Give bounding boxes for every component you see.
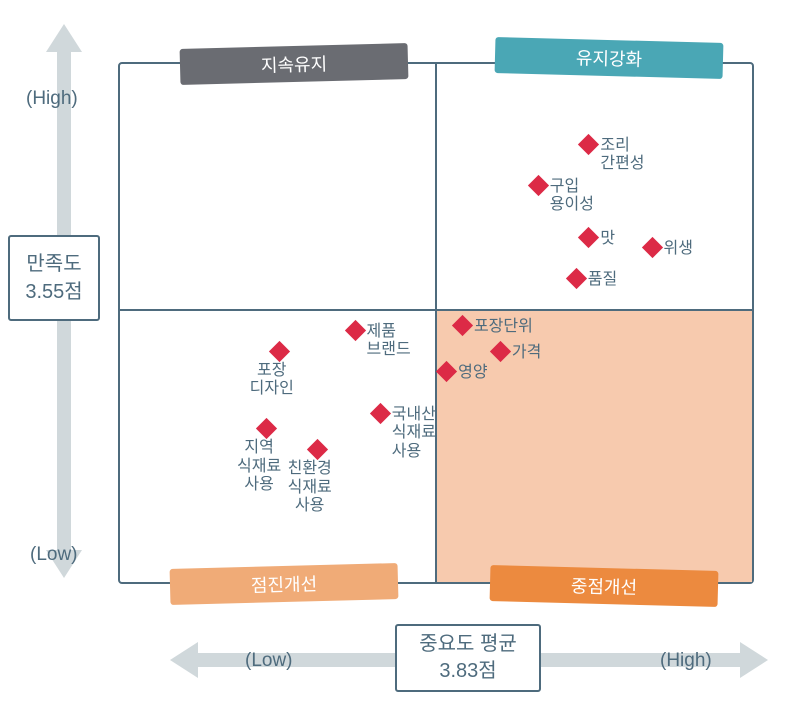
vertical-divider (435, 64, 437, 582)
point-packaging-design: 포장 디자인 (272, 344, 287, 359)
point-label: 지역 식재료 사용 (237, 439, 281, 494)
point-local-ingredients: 지역 식재료 사용 (259, 421, 274, 436)
diamond-marker-icon (306, 439, 327, 460)
x-low-label: (Low) (245, 650, 293, 672)
x-axis-label-box: 중요도 평균 3.83점 (395, 624, 541, 692)
quadrant-tab-q2: 지속유지 (180, 43, 409, 85)
point-label: 구입 용이성 (550, 178, 594, 215)
diamond-marker-icon (269, 341, 290, 362)
quadrant-label: 유지강화 (576, 44, 643, 72)
point-label: 맛 (600, 230, 615, 248)
point-label: 포장 디자인 (250, 362, 294, 399)
point-cooking-convenience: 조리 간편성 (581, 137, 644, 174)
diamond-marker-icon (641, 237, 662, 258)
point-label: 제품 브랜드 (367, 323, 411, 360)
x-axis-title: 중요도 평균 (419, 631, 517, 658)
diamond-marker-icon (256, 418, 277, 439)
point-label: 조리 간편성 (600, 137, 644, 174)
point-domestic-ingredients: 국내산 식재료 사용 (373, 406, 436, 461)
quadrant-4-fill (436, 310, 752, 582)
point-purchase-ease: 구입 용이성 (531, 178, 594, 215)
diamond-marker-icon (578, 133, 599, 154)
diamond-marker-icon (370, 403, 391, 424)
y-axis-label-box: 만족도 3.55점 (8, 235, 100, 321)
diamond-marker-icon (578, 227, 599, 248)
point-label: 위생 (664, 240, 693, 258)
quadrant-label: 지속유지 (261, 50, 328, 78)
point-label: 친환경 식재료 사용 (288, 460, 332, 515)
y-axis-title: 만족도 (26, 250, 81, 278)
point-hygiene: 위생 (645, 240, 693, 258)
point-label: 품질 (588, 271, 617, 289)
plot-area: 조리 간편성구입 용이성맛위생품질포장단위제품 브랜드포장 디자인가격영양국내산… (118, 62, 754, 584)
horizontal-divider (120, 309, 752, 311)
y-low-label: (Low) (30, 544, 78, 566)
point-eco-ingredients: 친환경 식재료 사용 (310, 442, 325, 457)
point-label: 국내산 식재료 사용 (392, 406, 436, 461)
quadrant-tab-q3: 점진개선 (170, 563, 399, 605)
point-product-brand: 제품 브랜드 (348, 323, 411, 360)
quadrant-label: 중점개선 (571, 572, 638, 600)
quadrant-chart: (High) (Low) (Low) (High) 만족도 3.55점 중요도 … (0, 0, 800, 706)
diamond-marker-icon (344, 320, 365, 341)
diamond-marker-icon (566, 268, 587, 289)
y-high-label: (High) (26, 88, 78, 110)
arrow-right-icon (740, 642, 768, 678)
y-axis-value: 3.55점 (25, 278, 82, 306)
diamond-marker-icon (528, 175, 549, 196)
quadrant-label: 점진개선 (251, 570, 318, 598)
point-taste: 맛 (581, 230, 615, 248)
quadrant-tab-q4: 중점개선 (490, 565, 719, 607)
quadrant-tab-q1: 유지강화 (495, 37, 724, 79)
x-high-label: (High) (660, 650, 712, 672)
point-quality: 품질 (569, 271, 617, 289)
x-axis-value: 3.83점 (439, 658, 496, 685)
